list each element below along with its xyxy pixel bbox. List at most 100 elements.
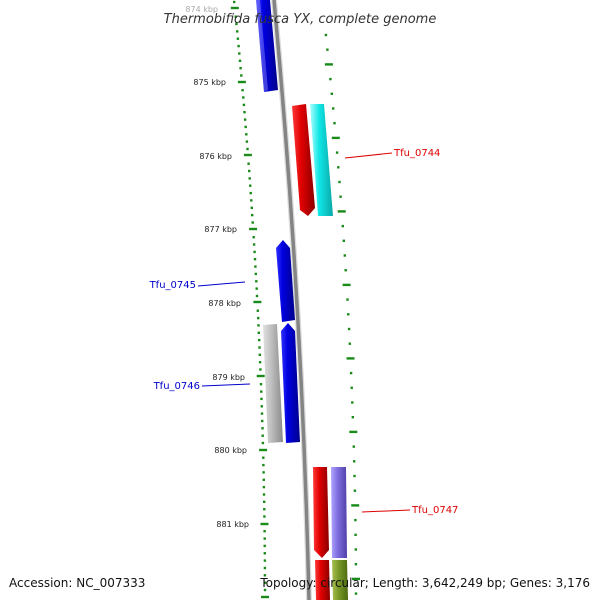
ruler-minor-tick <box>252 236 255 239</box>
gene-feature-blue-forward[interactable] <box>281 323 300 443</box>
ruler-minor-tick <box>263 581 267 584</box>
ruler-label-881: 881 kbp <box>216 520 249 529</box>
accession-text: Accession: NC_007333 <box>9 576 146 590</box>
ruler-minor-tick <box>353 474 356 478</box>
map-title: Thermobifida fusca YX, complete genome <box>164 12 437 27</box>
ruler-minor-tick <box>263 559 267 562</box>
gene-feature-tfu-0745-blue[interactable] <box>276 240 295 322</box>
ruler-minor-tick <box>263 508 266 511</box>
ruler-minor-tick <box>255 294 259 298</box>
ruler-minor-tick <box>252 243 256 246</box>
ruler-minor-tick <box>263 544 266 548</box>
ruler-minor-tick <box>324 33 328 37</box>
ruler-minor-tick <box>261 434 264 437</box>
ruler-major-tick <box>346 357 355 360</box>
ruler-minor-tick <box>343 254 346 257</box>
ruler-minor-tick <box>263 530 266 533</box>
ruler-minor-tick <box>354 548 357 551</box>
gene-feature-red-bottom[interactable] <box>315 560 330 600</box>
ruler-minor-tick <box>259 368 262 371</box>
ruler-minor-tick <box>236 30 239 33</box>
gene-feature-tfu-0746-gray[interactable] <box>263 324 283 443</box>
ruler-major-tick <box>243 153 252 157</box>
ruler-minor-tick <box>258 353 261 356</box>
ruler-label-879: 879 kbp <box>212 373 245 382</box>
gene-feature-olive-bottom[interactable] <box>332 560 348 600</box>
ruler-minor-tick <box>250 199 253 202</box>
ruler-minor-tick <box>247 162 250 165</box>
ruler-minor-tick <box>326 48 329 51</box>
ruler-minor-tick <box>262 478 265 481</box>
ruler-minor-tick <box>354 592 358 595</box>
gene-label-tfu-0745-group[interactable]: Tfu_0745 <box>149 280 246 291</box>
gene-features <box>256 0 348 600</box>
gene-label-connector <box>197 281 246 287</box>
ruler-label-875: 875 kbp <box>193 78 226 87</box>
gene-feature-cyan[interactable] <box>310 104 333 216</box>
ruler-minor-tick <box>253 250 256 254</box>
ruler-minor-tick <box>354 533 357 536</box>
ruler-minor-tick <box>329 77 332 81</box>
ruler-minor-tick <box>236 37 240 40</box>
ruler-major-tick <box>230 6 239 10</box>
ruler-minor-tick <box>338 180 341 184</box>
ruler-major-tick <box>237 80 246 84</box>
ruler-minor-tick <box>259 383 263 386</box>
ruler-major-tick <box>253 300 262 304</box>
ruler-minor-tick <box>337 166 340 169</box>
ruler-minor-tick <box>238 59 242 62</box>
ruler-minor-tick <box>242 103 246 107</box>
gene-label-connector <box>344 152 393 159</box>
ruler-major-tick <box>259 448 268 452</box>
ruler-minor-tick <box>263 500 266 503</box>
ruler-minor-tick <box>258 346 261 349</box>
ruler-minor-tick <box>256 309 259 312</box>
right-ruler-ticks <box>324 33 360 595</box>
ruler-minor-tick <box>262 471 265 474</box>
ruler-label-878: 878 kbp <box>208 299 241 308</box>
ruler-minor-tick <box>354 563 358 566</box>
ruler-minor-tick <box>347 327 351 331</box>
ruler-minor-tick <box>260 397 263 401</box>
ruler-minor-tick <box>353 489 357 492</box>
ruler-minor-tick <box>261 419 264 423</box>
ruler-minor-tick <box>333 122 336 125</box>
ruler-minor-tick <box>351 401 354 404</box>
ruler-minor-tick <box>253 258 257 261</box>
genome-stats-text: Topology: circular; Length: 3,642,249 bp… <box>260 576 590 590</box>
gene-feature-tfu-0744-red[interactable] <box>292 104 315 216</box>
ruler-major-tick <box>342 283 351 287</box>
gene-feature-tfu-0747-red[interactable] <box>313 467 329 558</box>
ruler-minor-tick <box>349 371 353 375</box>
ruler-label-874: 874 kbp <box>185 5 218 14</box>
gene-feature-purple[interactable] <box>331 467 347 558</box>
ruler-minor-tick <box>248 177 251 180</box>
ruler-minor-tick <box>350 386 353 389</box>
gene-label-tfu-0747-group[interactable]: Tfu_0747 <box>361 505 458 516</box>
ruler-minor-tick <box>262 463 265 467</box>
ruler-minor-tick <box>255 287 258 290</box>
gene-label-tfu-0744: Tfu_0744 <box>393 148 440 159</box>
ruler-minor-tick <box>344 269 347 272</box>
ruler-minor-tick <box>257 331 260 334</box>
gene-label-tfu-0746-group[interactable]: Tfu_0746 <box>153 381 251 392</box>
ruler-minor-tick <box>260 412 264 415</box>
ruler-minor-tick <box>346 298 349 301</box>
ruler-major-tick <box>324 63 333 66</box>
ruler-major-tick <box>331 136 340 140</box>
ruler-minor-tick <box>352 445 355 448</box>
gene-label-tfu-0745: Tfu_0745 <box>149 280 196 291</box>
ruler-minor-tick <box>257 324 260 327</box>
gene-label-connector <box>361 509 411 513</box>
gene-label-tfu-0744-group[interactable]: Tfu_0744 <box>344 148 440 159</box>
ruler-minor-tick <box>239 67 242 70</box>
ruler-minor-tick <box>353 460 356 463</box>
genome-backbone-core <box>272 0 311 600</box>
ruler-major-tick <box>337 210 346 213</box>
gene-feature-blue-top-edge <box>256 0 268 92</box>
ruler-minor-tick <box>257 316 260 320</box>
ruler-major-tick <box>352 577 360 581</box>
gene-feature-blue-top[interactable] <box>256 0 278 92</box>
ruler-minor-tick <box>351 416 354 419</box>
